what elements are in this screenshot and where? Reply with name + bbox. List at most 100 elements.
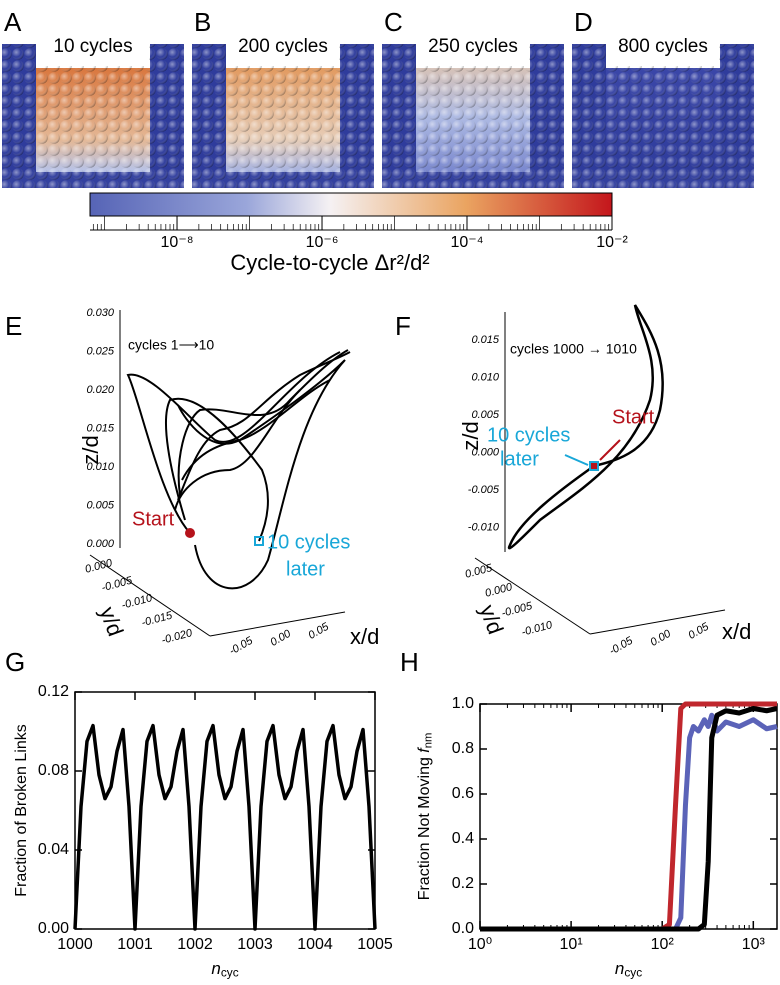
tick-label: 10⁻²	[596, 234, 628, 251]
y-axis-label: Fraction Not Moving fnm	[416, 733, 434, 901]
x-tick-label: 1004	[297, 936, 333, 953]
x-axis-label: ncyc	[615, 959, 642, 979]
panel-title: 10 cycles	[53, 36, 132, 57]
y-tick-label: -0.020	[160, 627, 194, 647]
y-tick-label: 0.000	[484, 581, 515, 600]
panel-title: 200 cycles	[238, 36, 328, 57]
panel-letter: A	[4, 7, 22, 37]
tick-label: 10⁻⁶	[306, 234, 339, 251]
title-bg	[37, 30, 149, 66]
y-axis-label: Fraction of Broken Links	[13, 724, 30, 897]
y-tick-label: 0.00	[38, 920, 69, 937]
z-tick-label: 0.010	[86, 461, 114, 473]
label-sub: nm	[422, 733, 434, 749]
z-tick-label: 0.000	[471, 446, 499, 458]
y-tick-label: 0.6	[452, 785, 474, 802]
z-tick-label: 0.030	[86, 307, 114, 319]
y-axis	[474, 557, 591, 635]
y-tick-label: 0.08	[38, 762, 69, 779]
y-tick-label: 0.8	[452, 740, 474, 757]
y-tick-label: 0.2	[452, 875, 474, 892]
end-label: 10 cycles	[267, 531, 350, 553]
panel-letter: H	[400, 647, 419, 677]
y-tick-label: -0.010	[520, 619, 554, 639]
x-tick-label: 10¹	[560, 936, 583, 953]
x-tick-label: 1001	[117, 936, 153, 953]
panel-letter: F	[395, 311, 411, 341]
line-series	[480, 701, 777, 932]
x-axis	[589, 609, 726, 635]
z-tick-label: -0.005	[468, 484, 500, 496]
colorbar-title: Cycle-to-cycle Δr²/d²	[230, 250, 429, 275]
panel-letter: G	[5, 647, 25, 677]
label-symbol: n	[211, 959, 220, 978]
z-tick-label: 0.020	[86, 384, 114, 396]
y-tick-label: -0.010	[120, 592, 154, 612]
trajectory	[507, 304, 664, 550]
end-label: later	[286, 558, 325, 580]
start-label: Start	[132, 508, 175, 530]
z-tick-label: 0.000	[86, 538, 114, 550]
y-tick-label: 0.12	[38, 683, 69, 700]
annotation: cycles 1⟶10	[128, 337, 214, 353]
x-tick-label: 0.00	[648, 627, 673, 649]
label-symbol: n	[615, 959, 624, 978]
line-series	[480, 712, 778, 932]
panel-title: 800 cycles	[618, 36, 708, 57]
x-tick-label: 1002	[177, 936, 213, 953]
z-tick-label: 0.025	[86, 345, 114, 357]
packing-panel: A 10 cycles	[2, 7, 184, 188]
z-tick-label: -0.010	[468, 521, 500, 533]
particles	[382, 44, 564, 188]
x-tick-label: 10³	[742, 936, 766, 953]
packings: A 10 cycles B 200 cycles C 250 cycles D 800 cyc…	[2, 7, 754, 188]
packing-panel: C 250 cycles	[382, 7, 564, 188]
title-bg	[607, 30, 719, 66]
y-tick-label: -0.005	[500, 600, 534, 620]
arrow	[599, 439, 621, 461]
y-tick-label: 0.000	[84, 557, 115, 576]
arrow	[564, 454, 589, 466]
z-tick-label: 0.005	[86, 499, 114, 511]
y-tick-label: 0.0	[452, 920, 474, 937]
z-tick-label: 0.005	[471, 409, 499, 421]
trajectory	[126, 349, 351, 590]
tick-label: 10⁻⁸	[161, 234, 194, 251]
y-tick-label: -0.015	[140, 609, 174, 629]
label-text: Fraction Not Moving	[416, 753, 433, 901]
panel-e: E cycles 1⟶10 Start 10 cycles later z/d …	[5, 310, 379, 649]
end-label: later	[500, 448, 539, 470]
start-label: Start	[612, 406, 655, 428]
line-series	[73, 723, 377, 931]
x-tick-label: 1005	[357, 936, 393, 953]
panel-f: F cycles 1000 → 1010 Start 10 cycles lat…	[395, 304, 751, 644]
particles	[192, 44, 374, 188]
packing-panel: D 800 cycles	[572, 7, 754, 188]
label-sub: cyc	[624, 966, 642, 980]
particles	[2, 44, 184, 188]
panel-letter: E	[5, 311, 22, 341]
panel-letter: B	[194, 7, 211, 37]
x-tick-label: 1003	[237, 936, 273, 953]
y-tick-label: 0.4	[452, 830, 474, 847]
colorbar: Cycle-to-cycle Δr²/d² 10⁻⁸ 10⁻⁶ 10⁻⁴ 10⁻²	[89, 192, 628, 275]
panel-letter: C	[384, 7, 403, 37]
z-label: z/d	[78, 435, 103, 464]
annotation: cycles 1000 → 1010	[510, 341, 637, 357]
panel-title: 250 cycles	[428, 36, 518, 57]
x-tick-label: 10⁰	[468, 936, 492, 953]
y-axis	[89, 554, 211, 637]
y-tick-label: 0.005	[464, 562, 495, 581]
y-tick-label: -0.005	[100, 574, 134, 594]
x-label: x/d	[350, 624, 379, 649]
line-series	[480, 706, 778, 932]
z-tick-label: 0.015	[471, 334, 499, 346]
z-tick-label: 0.015	[86, 422, 114, 434]
x-tick-label: 0.00	[268, 627, 293, 649]
title-bg	[417, 30, 529, 66]
tick-label: 10⁻⁴	[450, 234, 483, 251]
z-label: z/d	[458, 421, 483, 450]
end-marker	[254, 536, 264, 546]
x-tick-label: 0.05	[306, 620, 331, 642]
x-axis-label: ncyc	[211, 959, 238, 979]
